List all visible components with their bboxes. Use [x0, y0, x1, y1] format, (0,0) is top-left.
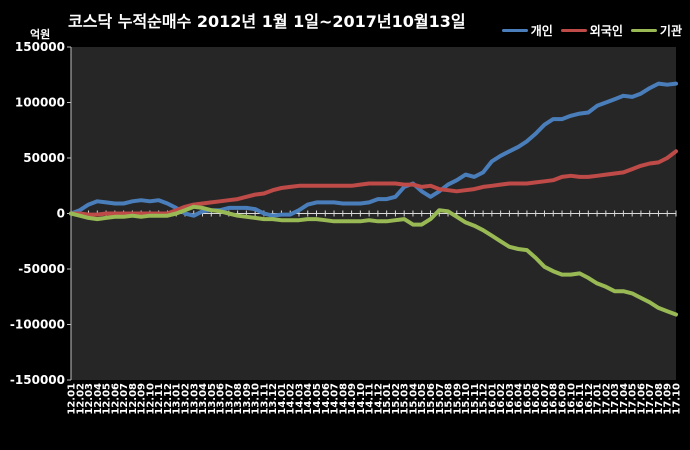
chart-title: 코스닥 누적순매수 2012년 1월 1일~2017년10월13일	[68, 12, 466, 31]
x-tick-label: 17.01	[593, 383, 604, 415]
x-tick-label: 16.05	[522, 383, 533, 415]
x-tick-label: 15.03	[400, 383, 411, 415]
x-tick-label: 17.04	[619, 383, 630, 415]
x-tick-label: 14.10	[356, 383, 367, 415]
x-tick-label: 12.05	[102, 383, 113, 415]
x-tick-label: 15.02	[391, 383, 402, 415]
legend-swatch-institution	[630, 29, 657, 32]
legend-swatch-foreign	[560, 29, 587, 32]
legend: 개인 외국인 기관	[501, 22, 682, 39]
y-tick-label: -50000	[18, 262, 65, 276]
legend-item-individual: 개인	[501, 22, 553, 39]
x-tick-label: 17.05	[628, 383, 639, 415]
x-tick-label: 15.01	[382, 383, 393, 415]
x-tick-label: 16.10	[566, 383, 577, 415]
x-tick-label: 13.02	[180, 383, 191, 415]
series-line-2	[69, 204, 678, 317]
x-tick-label: 16.08	[549, 383, 560, 415]
x-tick-label: 13.12	[268, 383, 279, 415]
x-tick-label: 16.02	[496, 383, 507, 415]
x-tick-label: 14.11	[365, 383, 376, 415]
x-tick-label: 17.06	[636, 383, 647, 415]
x-tick-label: 15.12	[479, 383, 490, 415]
x-tick-label: 12.10	[145, 383, 156, 415]
series-line-1	[69, 149, 678, 217]
x-tick-label: 17.09	[663, 383, 674, 415]
x-tick-label: 14.03	[294, 383, 305, 415]
x-tick-label: 16.04	[514, 383, 525, 415]
legend-label-individual: 개인	[530, 24, 553, 38]
legend-swatch-individual	[501, 29, 528, 32]
x-tick-label: 14.09	[347, 383, 358, 415]
x-tick-label: 14.05	[312, 383, 323, 415]
x-tick-label: 16.07	[540, 383, 551, 415]
legend-label-institution: 기관	[659, 24, 682, 38]
x-tick-label: 14.12	[373, 383, 384, 415]
x-tick-label: 14.04	[303, 383, 314, 415]
y-tick-label: 150000	[15, 40, 65, 54]
x-tick-label: 13.10	[251, 383, 262, 415]
legend-label-foreign: 외국인	[589, 24, 623, 38]
x-tick-label: 12.02	[75, 383, 86, 415]
x-tick-label: 13.01	[172, 383, 183, 415]
x-tick-label: 17.08	[654, 383, 665, 415]
x-tick-label: 14.06	[321, 383, 332, 415]
x-tick-label: 15.10	[461, 383, 472, 415]
x-tick-label: 15.09	[452, 383, 463, 415]
x-tick-label: 12.09	[137, 383, 148, 415]
x-tick-label: 17.07	[645, 383, 656, 415]
x-tick-label: 13.04	[198, 383, 209, 415]
x-tick-label: 12.12	[163, 383, 174, 415]
legend-item-foreign: 외국인	[560, 22, 623, 39]
x-tick-label: 15.08	[444, 383, 455, 415]
x-tick-label: 16.03	[505, 383, 516, 415]
x-tick-label: 12.03	[84, 383, 95, 415]
x-tick-label: 16.11	[575, 383, 586, 415]
x-tick-label: 17.03	[610, 383, 621, 415]
x-tick-label: 17.02	[601, 383, 612, 415]
y-tick-label: 50000	[23, 151, 65, 165]
x-tick-label: 15.07	[435, 383, 446, 415]
x-tick-label: 12.06	[110, 383, 121, 415]
x-tick-label: 13.07	[224, 383, 235, 415]
x-tick-label: 17.10	[672, 383, 683, 415]
x-tick-label: 14.07	[330, 383, 341, 415]
x-tick-label: 12.01	[67, 383, 78, 415]
legend-item-institution: 기관	[630, 22, 682, 39]
x-tick-label: 16.01	[487, 383, 498, 415]
x-tick-label: 14.08	[338, 383, 349, 415]
x-tick-label: 13.06	[216, 383, 227, 415]
x-tick-label: 13.09	[242, 383, 253, 415]
x-tick-label: 16.06	[531, 383, 542, 415]
y-tick-label: 0	[57, 207, 65, 221]
x-tick-label: 15.04	[408, 383, 419, 415]
y-tick-label: -150000	[10, 373, 65, 387]
x-tick-label: 12.11	[154, 383, 165, 415]
x-tick-label: 12.04	[93, 383, 104, 415]
x-tick-label: 15.06	[426, 383, 437, 415]
x-tick-label: 13.11	[259, 383, 270, 415]
series-line-0	[69, 81, 678, 218]
x-tick-label: 16.09	[558, 383, 569, 415]
x-tick-label: 12.08	[128, 383, 139, 415]
y-tick-label: 100000	[15, 96, 65, 110]
x-tick-label: 14.02	[286, 383, 297, 415]
y-axis-unit-label: 억원	[30, 28, 51, 41]
x-tick-label: 13.05	[207, 383, 218, 415]
x-tick-label: 14.01	[277, 383, 288, 415]
y-tick-label: -100000	[10, 318, 65, 332]
x-tick-label: 13.08	[233, 383, 244, 415]
x-tick-label: 15.11	[470, 383, 481, 415]
x-tick-label: 16.12	[584, 383, 595, 415]
x-tick-label: 15.05	[417, 383, 428, 415]
x-tick-label: 13.03	[189, 383, 200, 415]
x-tick-label: 12.07	[119, 383, 130, 415]
